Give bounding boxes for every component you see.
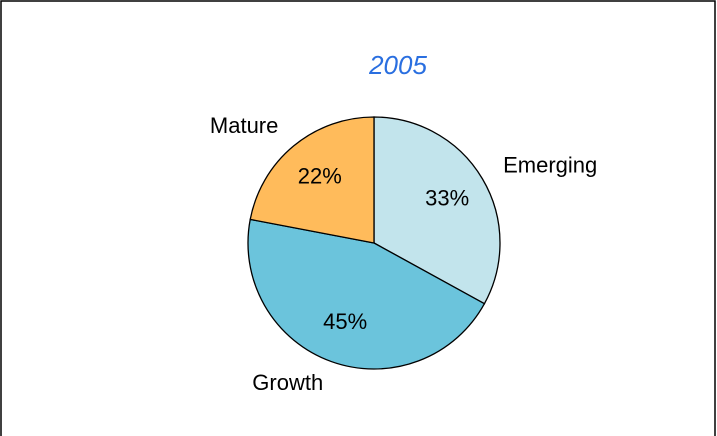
pie-slice	[249, 116, 375, 244]
pie-slice	[373, 116, 501, 305]
pie-slice	[247, 218, 486, 370]
category-label: Growth	[252, 370, 323, 395]
chart-title: 2005	[368, 50, 427, 80]
value-label: 33%	[425, 186, 469, 211]
category-label: Mature	[210, 113, 278, 138]
category-label: Emerging	[503, 152, 597, 177]
value-label: 22%	[298, 163, 342, 188]
value-label: 45%	[323, 309, 367, 334]
